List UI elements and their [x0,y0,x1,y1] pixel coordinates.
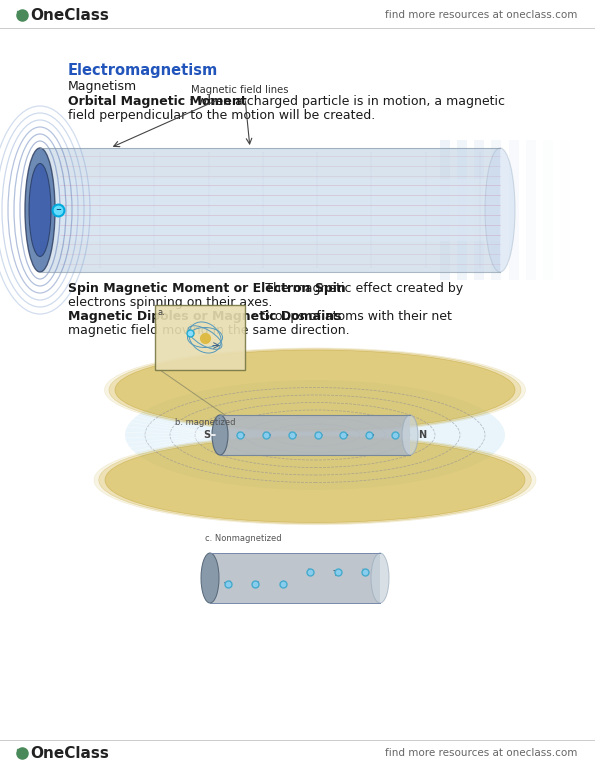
Text: b. magnetized: b. magnetized [175,418,236,427]
Ellipse shape [402,415,418,455]
Bar [560,140,570,280]
Ellipse shape [94,435,536,524]
Bar [491,140,502,280]
Bar [509,140,519,280]
Ellipse shape [212,415,228,455]
Ellipse shape [109,349,521,431]
Text: magnetic field moving in the same direction.: magnetic field moving in the same direct… [68,324,350,337]
Text: c. Nonmagnetized: c. Nonmagnetized [205,534,281,543]
Text: Orbital Magnetic Moment: Orbital Magnetic Moment [68,95,246,108]
Bar [474,140,484,280]
Text: electrons spinning on their axes.: electrons spinning on their axes. [68,296,273,309]
Text: : Groups of atoms with their net: : Groups of atoms with their net [252,310,452,323]
Text: : when a charged particle is in motion, a magnetic: : when a charged particle is in motion, … [189,95,505,108]
Bar [40,179,500,241]
Text: Magnetic Dipoles or Magnetic Domains: Magnetic Dipoles or Magnetic Domains [68,310,342,323]
Bar [543,140,553,280]
Ellipse shape [105,437,525,523]
Ellipse shape [125,380,505,490]
Ellipse shape [99,437,531,524]
Text: : The magnetic effect created by: : The magnetic effect created by [256,282,463,295]
Ellipse shape [105,348,525,432]
Text: a.: a. [158,308,166,317]
Ellipse shape [115,350,515,430]
Bar [220,415,410,455]
Text: N: N [418,430,426,440]
Text: find more resources at oneclass.com: find more resources at oneclass.com [384,748,577,758]
FancyBboxPatch shape [155,305,245,370]
Text: Electromagnetism: Electromagnetism [68,63,218,78]
Text: OneClass: OneClass [30,8,109,22]
Text: S: S [203,430,210,440]
Bar [40,148,500,272]
Bar [440,140,450,280]
Text: find more resources at oneclass.com: find more resources at oneclass.com [384,10,577,20]
Text: Magnetism: Magnetism [68,80,137,93]
Bar [210,553,380,603]
Ellipse shape [371,553,389,603]
Bar [457,140,467,280]
Text: −: − [55,207,61,213]
Text: Magnetic field lines: Magnetic field lines [191,85,289,95]
Text: field perpendicular to the motion will be created.: field perpendicular to the motion will b… [68,109,375,122]
Ellipse shape [25,148,55,272]
Text: Spin Magnetic Moment or Electron Spin: Spin Magnetic Moment or Electron Spin [68,282,346,295]
Ellipse shape [201,553,219,603]
Bar [526,140,536,280]
Text: OneClass: OneClass [30,745,109,761]
Ellipse shape [29,163,51,256]
Ellipse shape [485,148,515,272]
